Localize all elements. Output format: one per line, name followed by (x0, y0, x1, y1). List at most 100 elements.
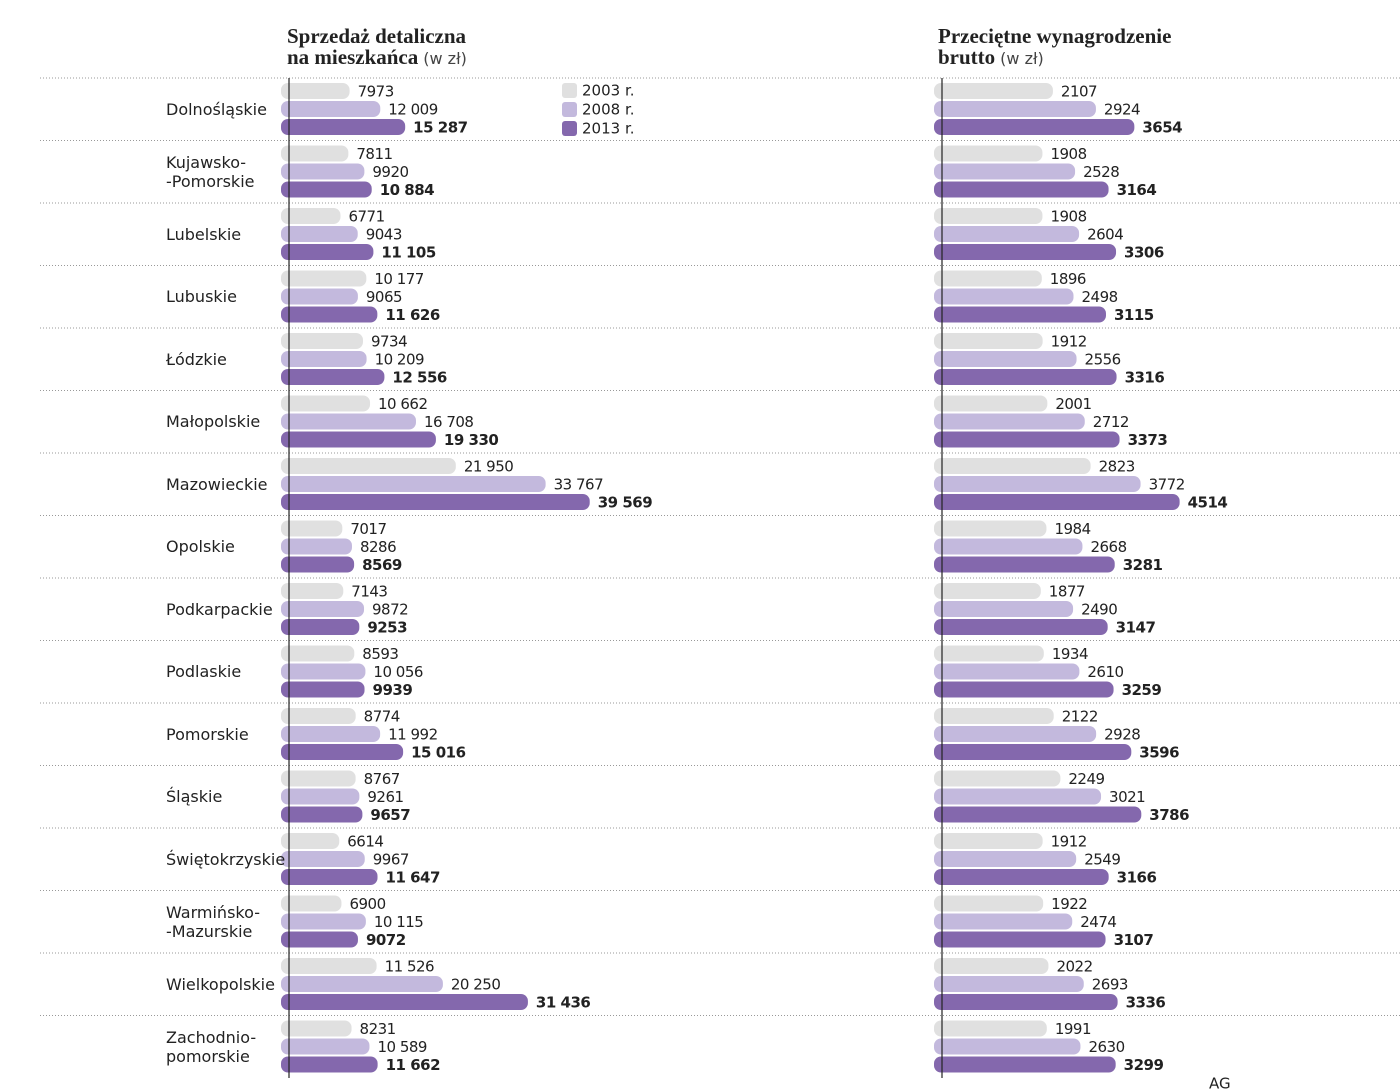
value-label: 7973 (358, 83, 394, 101)
bar (281, 226, 358, 242)
value-label: 20 250 (451, 976, 501, 994)
bar (281, 663, 366, 680)
value-label: 1984 (1054, 520, 1090, 538)
value-label: 3107 (1114, 931, 1154, 949)
value-label: 3306 (1124, 244, 1164, 262)
bar (934, 431, 1120, 448)
value-label: 7143 (351, 583, 387, 601)
value-label: 2107 (1061, 83, 1097, 101)
value-label: 1908 (1050, 208, 1086, 226)
legend-swatch (562, 83, 577, 98)
value-label: 8231 (360, 1020, 396, 1038)
value-label: 2498 (1082, 288, 1118, 306)
value-label: 12 009 (388, 101, 438, 119)
value-label: 2474 (1080, 913, 1116, 931)
bar (934, 619, 1108, 635)
value-label: 3786 (1149, 806, 1189, 824)
value-label: 2924 (1104, 101, 1140, 119)
unit: (w zł) (1000, 49, 1044, 68)
bar (934, 333, 1043, 349)
bar (934, 583, 1041, 599)
bar (281, 994, 528, 1010)
value-label: 1908 (1050, 145, 1086, 163)
value-label: 11 992 (388, 726, 438, 744)
value-label: 15 016 (411, 744, 465, 762)
bar (934, 663, 1080, 680)
bar (281, 1056, 378, 1073)
bar (281, 520, 343, 537)
value-label: 3654 (1142, 119, 1182, 137)
category-label: Lubuskie (166, 287, 237, 307)
bar (281, 351, 367, 367)
credit: AG (1209, 1075, 1231, 1090)
bar (934, 520, 1047, 537)
value-label: 15 287 (413, 119, 467, 137)
bar (934, 101, 1096, 117)
bar (934, 494, 1180, 510)
bar (281, 458, 456, 474)
value-label: 9261 (367, 788, 403, 806)
bar (281, 583, 344, 599)
bar (281, 931, 358, 948)
category-label: Świętokrzyskie (166, 849, 286, 869)
bar (281, 413, 416, 430)
value-label: 1934 (1052, 645, 1088, 663)
value-label: 9734 (371, 333, 407, 351)
category-label: Wielkopolskie (166, 974, 275, 994)
bar (934, 788, 1102, 805)
bar (934, 306, 1106, 323)
chart-title: Sprzedaż detaliczna na mieszkańca (w zł) (287, 26, 467, 69)
value-label: 9967 (373, 851, 409, 869)
value-label: 33 767 (554, 476, 604, 494)
value-label: 8767 (364, 770, 400, 788)
category-label: Pomorskie (166, 724, 249, 744)
bar (281, 306, 378, 323)
bar (934, 708, 1054, 724)
bar (934, 994, 1118, 1010)
value-label: 39 569 (598, 494, 652, 512)
value-label: 2001 (1055, 395, 1091, 413)
bar (281, 476, 546, 492)
value-label: 1912 (1051, 833, 1087, 851)
value-label: 3316 (1125, 369, 1165, 387)
value-label: 2122 (1062, 708, 1098, 726)
value-label: 3373 (1128, 431, 1168, 449)
bar (934, 913, 1073, 930)
value-label: 9872 (372, 601, 408, 619)
bar (281, 145, 349, 162)
bar (281, 645, 355, 662)
value-label: 11 526 (385, 958, 435, 976)
value-label: 2528 (1083, 163, 1119, 181)
value-label: 31 436 (536, 994, 590, 1012)
bar (281, 270, 367, 287)
value-label: 19 330 (444, 431, 498, 449)
value-label: 3259 (1122, 681, 1162, 699)
bar (934, 931, 1106, 948)
category-label: Lubelskie (166, 224, 242, 244)
value-label: 9253 (367, 619, 407, 637)
bar (934, 645, 1044, 662)
value-label: 3596 (1139, 744, 1179, 762)
value-label: 7811 (356, 145, 392, 163)
value-label: 16 708 (424, 413, 474, 431)
value-label: 1877 (1049, 583, 1085, 601)
bar (934, 288, 1074, 305)
value-label: 11 105 (381, 244, 435, 262)
value-label: 9043 (366, 226, 402, 244)
value-label: 10 884 (380, 181, 434, 199)
value-label: 8774 (364, 708, 400, 726)
bar (281, 913, 366, 930)
value-label: 2668 (1090, 538, 1126, 556)
category-label: Opolskie (166, 537, 235, 557)
bar (934, 770, 1061, 787)
bar (934, 895, 1044, 912)
value-label: 3772 (1149, 476, 1185, 494)
title-text: Sprzedaż detaliczna na mieszkańca (287, 24, 467, 69)
bar (281, 681, 365, 698)
value-label: 8593 (362, 645, 398, 663)
value-label: 6900 (349, 895, 385, 913)
bar (281, 494, 590, 510)
bar (281, 83, 350, 99)
bar (934, 681, 1114, 698)
title-text: Przeciętne wynagrodzenie brutto (938, 24, 1172, 69)
